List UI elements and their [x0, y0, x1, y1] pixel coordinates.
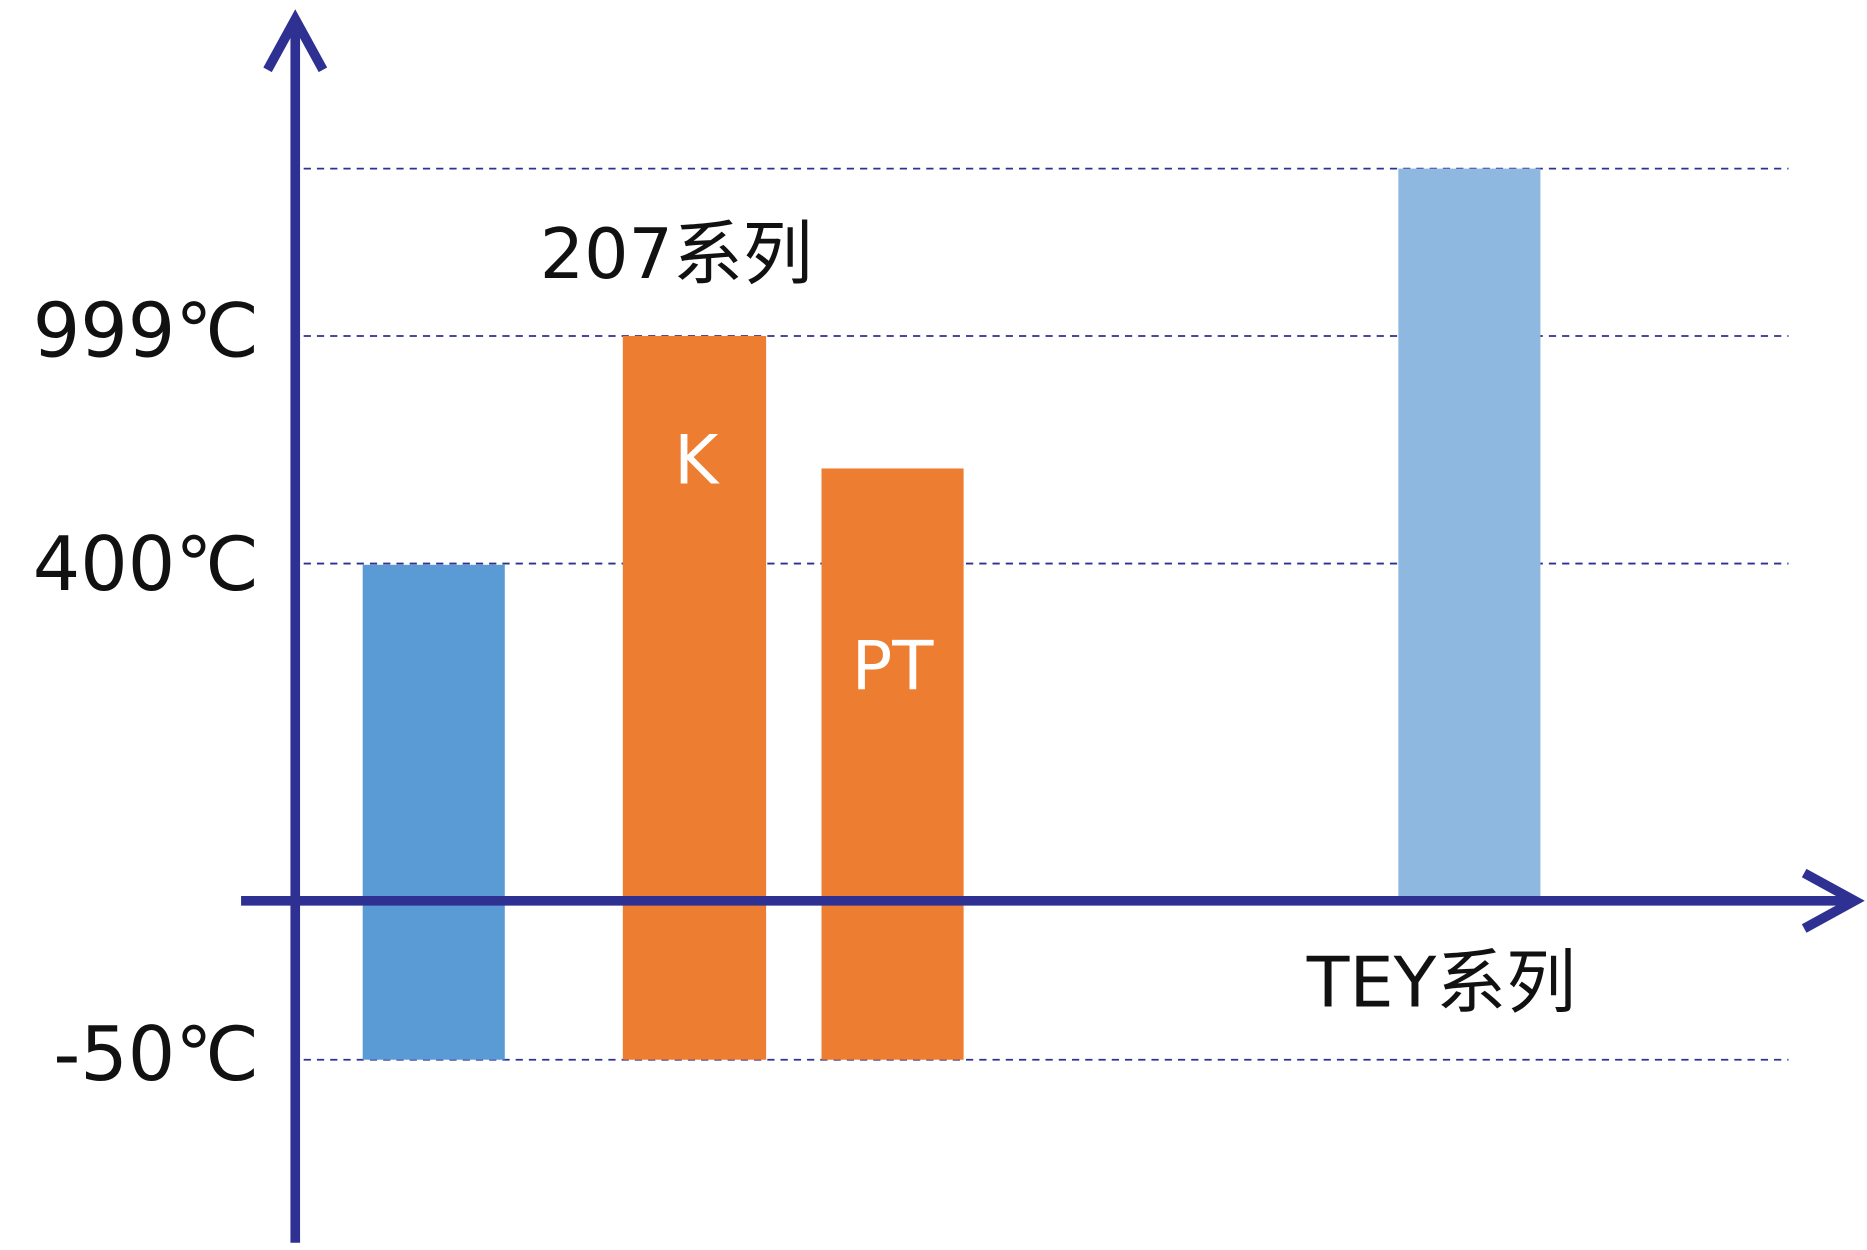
y-label: 400℃ [33, 521, 259, 608]
series-label: 207系列 [540, 214, 813, 295]
bar-label: PT [852, 626, 935, 705]
y-label: -50℃ [53, 1011, 259, 1098]
range-bar [362, 564, 505, 1060]
x-axis-arrow [1801, 868, 1865, 933]
y-label: 999℃ [33, 287, 259, 374]
range-bar [821, 468, 964, 1060]
series-label: TEY系列 [1306, 943, 1576, 1024]
range-bar [622, 335, 767, 1060]
range-bar [1398, 168, 1541, 899]
y-axis-arrow [263, 9, 328, 73]
bar-label: K [674, 420, 720, 499]
